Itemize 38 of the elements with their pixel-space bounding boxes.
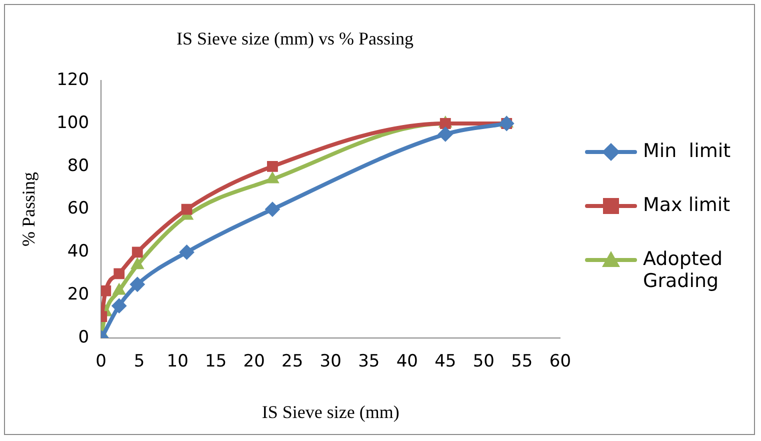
y-tick-label: 40 xyxy=(67,242,90,262)
point xyxy=(130,258,144,270)
point xyxy=(101,285,112,296)
x-tick-label: 60 xyxy=(549,352,572,372)
point xyxy=(440,118,451,129)
x-tick-label: 35 xyxy=(358,352,380,372)
point xyxy=(438,126,453,142)
x-tick-label: 20 xyxy=(243,352,265,372)
y-tick-label: 100 xyxy=(56,112,90,133)
y-tick-label: 0 xyxy=(78,327,90,348)
x-tick-label: 50 xyxy=(472,352,494,372)
legend-label: Adopted Grading xyxy=(643,248,724,292)
point xyxy=(112,298,127,314)
x-tick-label: 10 xyxy=(166,352,188,372)
legend-label: Min limit xyxy=(643,140,731,162)
point xyxy=(179,244,194,260)
x-tick-label: 55 xyxy=(511,352,533,372)
x-axis-title: IS Sieve size (mm) xyxy=(262,402,400,422)
x-tick-label: 25 xyxy=(282,352,304,372)
y-axis-title: % Passing xyxy=(18,172,39,247)
y-tick-label: 80 xyxy=(67,156,90,176)
x-tick-label: 40 xyxy=(396,352,418,372)
chart-title: IS Sieve size (mm) vs % Passing xyxy=(176,28,414,49)
x-tick-label: 30 xyxy=(320,352,342,372)
point xyxy=(181,204,192,215)
point xyxy=(267,160,278,172)
x-tick-label: 45 xyxy=(434,352,456,372)
point xyxy=(132,246,143,258)
x-tick-label: 15 xyxy=(205,352,227,372)
y-tick-label: 60 xyxy=(67,198,90,219)
point xyxy=(130,276,145,292)
point xyxy=(264,202,280,217)
legend-label: Max limit xyxy=(643,194,730,216)
y-tick-label: 120 xyxy=(56,70,90,90)
point xyxy=(114,268,125,280)
x-tick-label: 0 xyxy=(96,352,106,372)
y-tick-label: 20 xyxy=(67,284,90,305)
x-tick-label: 5 xyxy=(134,352,145,372)
